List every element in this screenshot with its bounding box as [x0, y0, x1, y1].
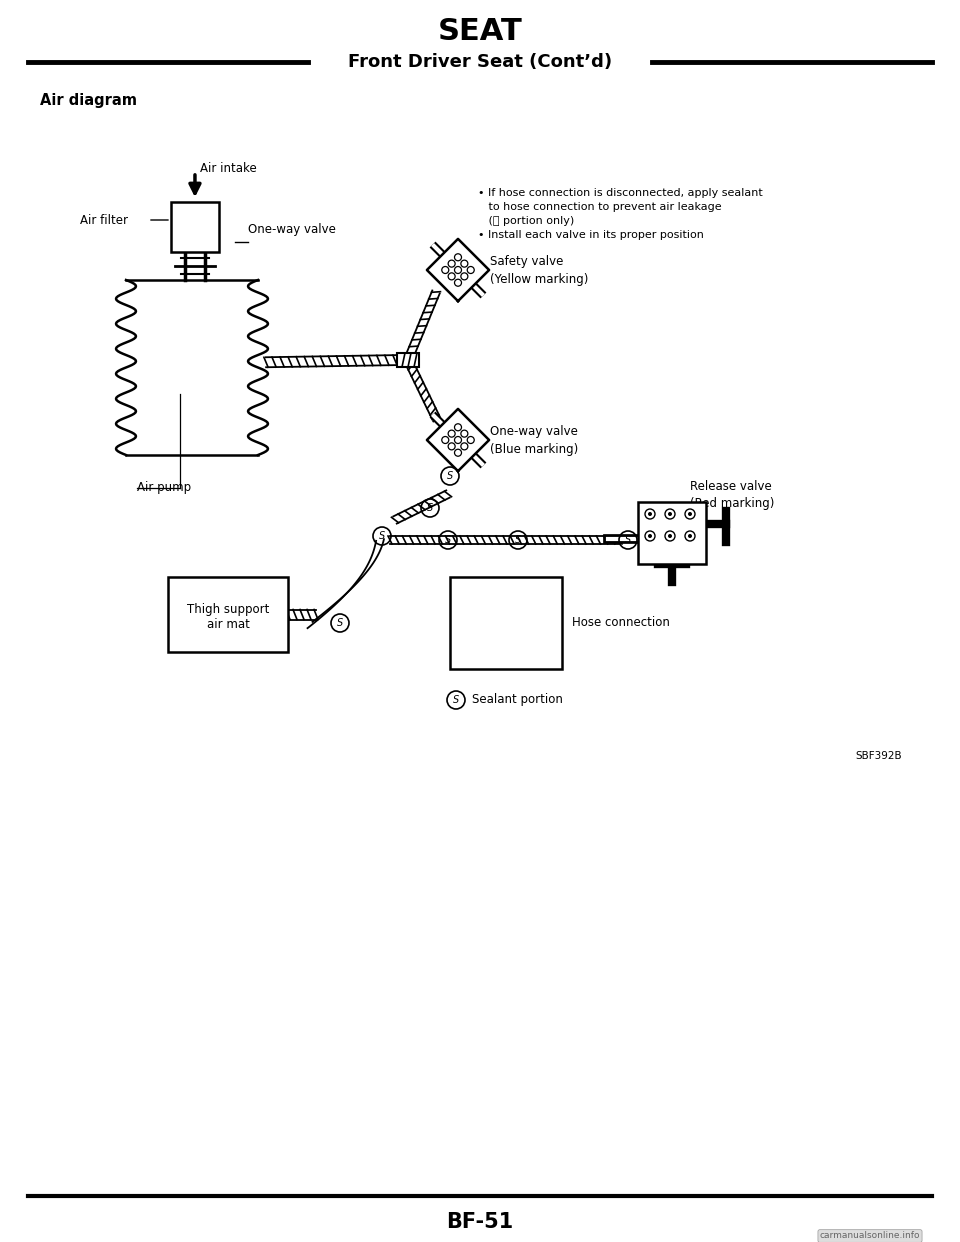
Text: Thigh support: Thigh support	[187, 604, 269, 616]
Bar	[397, 353, 419, 366]
Text: S: S	[515, 535, 521, 545]
Text: Hose connection: Hose connection	[572, 616, 670, 630]
Circle shape	[648, 512, 652, 515]
Circle shape	[648, 534, 652, 538]
Text: (Red marking): (Red marking)	[690, 498, 775, 510]
Text: S: S	[337, 619, 343, 628]
Text: • Install each valve in its proper position: • Install each valve in its proper posit…	[478, 230, 704, 240]
Text: Front Driver Seat (Cont’d): Front Driver Seat (Cont’d)	[348, 53, 612, 71]
Text: S: S	[625, 535, 631, 545]
Text: Safety valve: Safety valve	[490, 256, 564, 268]
Bar	[638, 502, 706, 564]
Bar	[171, 202, 219, 252]
Text: S: S	[446, 471, 453, 481]
Text: Air pump: Air pump	[137, 482, 191, 494]
Text: One-way valve: One-way valve	[248, 224, 336, 236]
Text: • If hose connection is disconnected, apply sealant: • If hose connection is disconnected, ap…	[478, 188, 763, 197]
Text: (Ⓢ portion only): (Ⓢ portion only)	[478, 216, 574, 226]
Text: Air filter: Air filter	[80, 214, 128, 226]
Text: S: S	[444, 535, 451, 545]
Text: S: S	[379, 532, 385, 542]
Text: Release valve: Release valve	[690, 479, 772, 493]
Text: SEAT: SEAT	[438, 17, 522, 46]
Text: to hose connection to prevent air leakage: to hose connection to prevent air leakag…	[478, 202, 722, 212]
Circle shape	[688, 512, 692, 515]
Text: One-way valve: One-way valve	[490, 426, 578, 438]
Text: (Yellow marking): (Yellow marking)	[490, 273, 588, 287]
Text: Air intake: Air intake	[200, 161, 256, 174]
Text: S: S	[427, 503, 433, 513]
Bar	[450, 578, 562, 669]
Polygon shape	[427, 409, 489, 471]
Polygon shape	[427, 238, 489, 301]
Bar	[168, 578, 288, 652]
Text: SBF392B: SBF392B	[855, 751, 901, 761]
Circle shape	[668, 512, 672, 515]
Text: (Blue marking): (Blue marking)	[490, 443, 578, 457]
Text: air mat: air mat	[206, 619, 250, 631]
Text: carmanualsonline.info: carmanualsonline.info	[820, 1232, 921, 1241]
Text: S: S	[453, 696, 459, 705]
Text: BF-51: BF-51	[446, 1212, 514, 1232]
Circle shape	[688, 534, 692, 538]
Text: Air diagram: Air diagram	[40, 92, 137, 108]
Text: Sealant portion: Sealant portion	[472, 693, 563, 707]
Circle shape	[668, 534, 672, 538]
